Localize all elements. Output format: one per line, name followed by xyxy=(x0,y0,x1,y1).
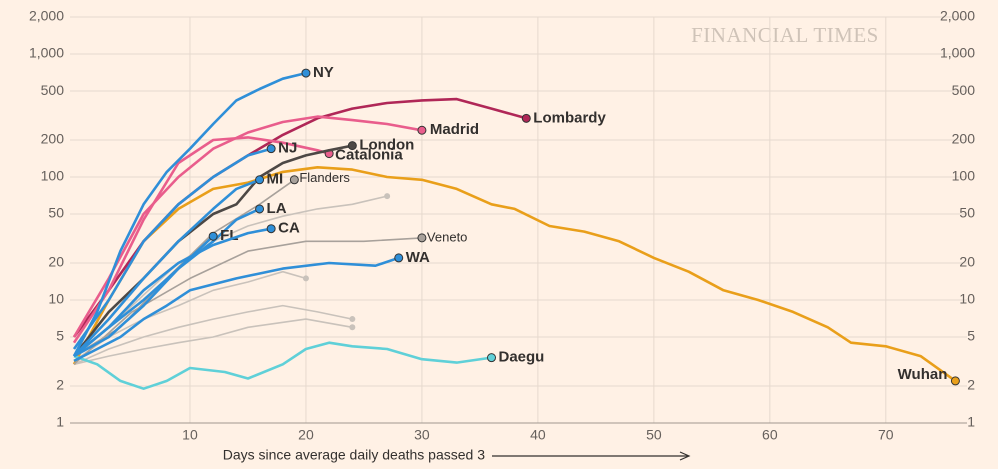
series-line xyxy=(73,318,353,366)
end-point xyxy=(302,275,309,282)
series-label: Madrid xyxy=(430,121,479,138)
x-tick-label: 50 xyxy=(646,427,662,443)
end-point xyxy=(266,224,276,234)
y-tick-label-right: 2,000 xyxy=(940,8,975,24)
y-tick-label-right: 1,000 xyxy=(940,45,975,61)
y-tick-label: 500 xyxy=(41,82,65,98)
series-label: CA xyxy=(278,220,300,237)
end-point xyxy=(417,125,427,135)
x-tick-label: 20 xyxy=(298,427,314,443)
end-point xyxy=(521,113,531,123)
series-line xyxy=(73,341,492,390)
x-tick-label: 60 xyxy=(762,427,778,443)
series-line xyxy=(72,136,330,344)
x-axis-label: Days since average daily deaths passed 3 xyxy=(223,447,485,463)
y-tick-label: 2 xyxy=(56,377,64,393)
end-point xyxy=(289,175,299,185)
x-tick-label: 10 xyxy=(182,427,198,443)
y-tick-label: 10 xyxy=(48,291,64,307)
series-line xyxy=(72,144,353,357)
series-line xyxy=(72,147,272,350)
end-point xyxy=(349,316,356,323)
series-label: NY xyxy=(313,64,334,81)
series-label: London xyxy=(359,137,414,154)
y-tick-label: 2,000 xyxy=(29,8,64,24)
series-line xyxy=(72,166,957,382)
series-line xyxy=(72,71,307,357)
y-tick-label: 1 xyxy=(56,414,64,430)
end-point xyxy=(255,204,265,214)
series-line xyxy=(73,195,388,357)
y-tick-label: 1,000 xyxy=(29,45,64,61)
series-line xyxy=(73,237,422,365)
y-tick-label-right: 100 xyxy=(952,168,976,184)
series-line xyxy=(73,256,400,363)
series-label: Veneto xyxy=(427,229,468,244)
arrow-head xyxy=(679,451,691,461)
series-label: Lombardy xyxy=(533,109,606,126)
watermark: FINANCIAL TIMES xyxy=(691,23,879,47)
series-label: Catalonia xyxy=(335,147,403,164)
series-label: LA xyxy=(267,200,287,217)
end-point xyxy=(347,141,357,151)
y-tick-label-right: 2 xyxy=(967,377,975,393)
y-tick-label-right: 500 xyxy=(952,82,976,98)
series-label: WA xyxy=(406,249,430,266)
series-label: Daegu xyxy=(499,349,545,366)
end-point xyxy=(384,193,391,200)
x-tick-label: 40 xyxy=(530,427,546,443)
series-label: Wuhan xyxy=(898,366,948,383)
series-line xyxy=(73,178,261,357)
series-label: MI xyxy=(267,171,284,188)
end-point xyxy=(487,353,497,363)
end-point xyxy=(208,231,218,241)
series-label: NJ xyxy=(278,140,297,157)
x-tick-label: 70 xyxy=(878,427,894,443)
y-tick-label-right: 1 xyxy=(967,414,975,430)
y-tick-label: 20 xyxy=(48,254,64,270)
y-tick-label-right: 5 xyxy=(967,328,975,344)
series-line xyxy=(73,304,353,366)
y-tick-label-right: 10 xyxy=(959,291,975,307)
series-line xyxy=(73,270,307,362)
series-line xyxy=(73,227,272,358)
end-point xyxy=(255,175,265,185)
y-tick-label: 200 xyxy=(41,131,65,147)
end-point xyxy=(349,324,356,331)
y-tick-label-right: 50 xyxy=(959,205,975,221)
end-point xyxy=(266,144,276,154)
y-tick-label-right: 20 xyxy=(959,254,975,270)
x-tick-label: 30 xyxy=(414,427,430,443)
end-point xyxy=(301,68,311,78)
y-tick-label: 50 xyxy=(48,205,64,221)
series-label: Flanders xyxy=(299,170,350,185)
end-point xyxy=(394,253,404,263)
series-line xyxy=(72,115,423,338)
y-tick-label: 100 xyxy=(41,168,65,184)
y-tick-label: 5 xyxy=(56,328,64,344)
y-tick-label-right: 200 xyxy=(952,131,976,147)
end-point xyxy=(417,233,427,243)
end-point xyxy=(950,376,960,386)
